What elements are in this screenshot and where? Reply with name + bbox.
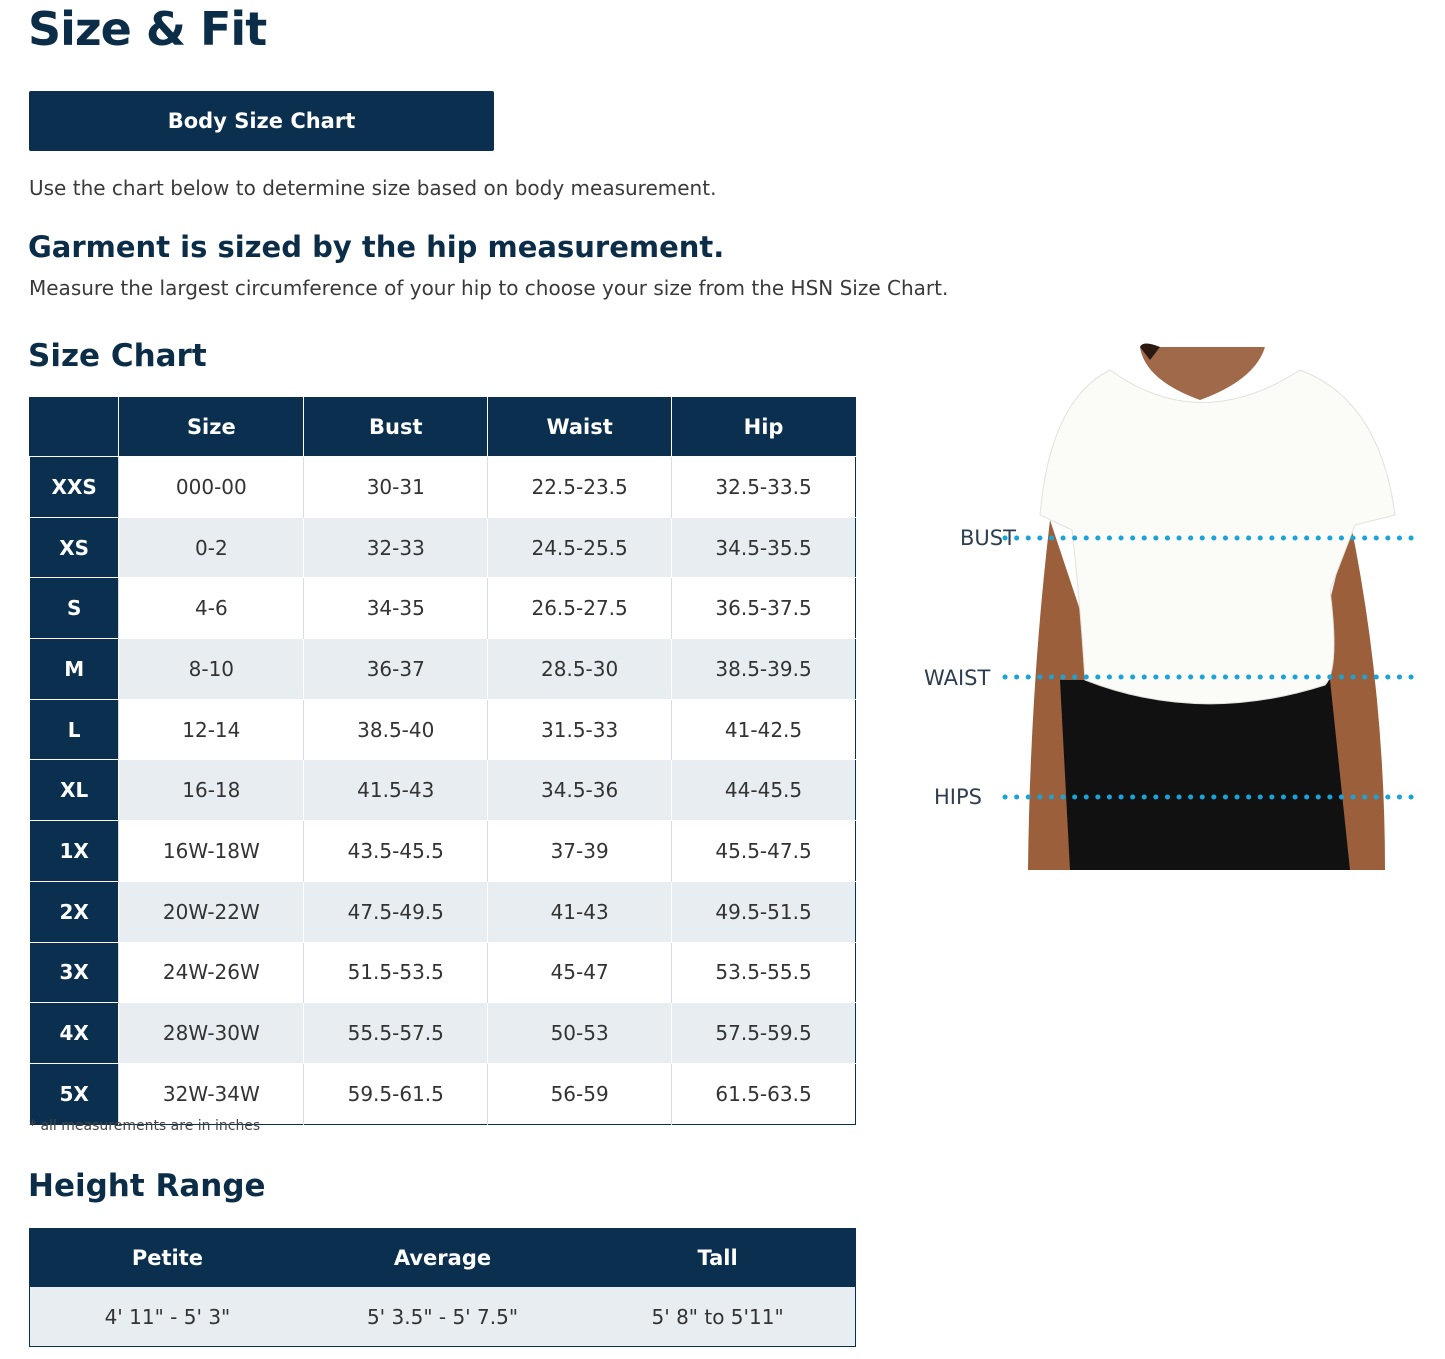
column-header: Tall bbox=[580, 1228, 856, 1287]
black-pants bbox=[1060, 680, 1350, 870]
size-label-cell: S bbox=[28, 577, 119, 639]
page-title: Size & Fit bbox=[28, 2, 267, 56]
size-label-cell: 5X bbox=[28, 1062, 119, 1125]
body-size-chart-button[interactable]: Body Size Chart bbox=[29, 91, 494, 151]
column-header: Bust bbox=[303, 397, 488, 457]
table-cell: 16-18 bbox=[118, 759, 304, 821]
table-header-row: Size Bust Waist Hip bbox=[29, 397, 856, 457]
table-cell: 49.5-51.5 bbox=[671, 880, 856, 942]
measurement-note: * all measurements are in inches bbox=[29, 1118, 261, 1134]
table-cell: 56-59 bbox=[487, 1062, 672, 1125]
table-cell: 4-6 bbox=[118, 577, 304, 639]
table-cell: 16W-18W bbox=[118, 820, 304, 882]
size-label-cell: M bbox=[28, 638, 119, 700]
table-cell: 30-31 bbox=[303, 456, 488, 518]
table-cell: 41-43 bbox=[487, 880, 672, 942]
table-cell: 28W-30W bbox=[118, 1002, 304, 1064]
table-row: XL 16-18 41.5-43 34.5-36 44-45.5 bbox=[28, 759, 856, 821]
table-cell: 59.5-61.5 bbox=[303, 1062, 488, 1125]
hair bbox=[1140, 343, 1160, 360]
table-cell: 28.5-30 bbox=[487, 638, 672, 700]
table-row: 4X 28W-30W 55.5-57.5 50-53 57.5-59.5 bbox=[28, 1002, 856, 1064]
table-row: XXS 000-00 30-31 22.5-23.5 32.5-33.5 bbox=[28, 456, 856, 518]
table-cell: 20W-22W bbox=[118, 880, 304, 942]
table-cell: 55.5-57.5 bbox=[303, 1002, 488, 1064]
table-cell: 45.5-47.5 bbox=[671, 820, 856, 882]
column-header: Petite bbox=[29, 1228, 305, 1287]
size-chart-table: Size Bust Waist Hip XXS 000-00 30-31 22.5-23.5… bbox=[28, 397, 856, 1125]
table-cell: 26.5-27.5 bbox=[487, 577, 672, 639]
measure-text: Measure the largest circumference of you… bbox=[29, 276, 949, 300]
table-row: M 8-10 36-37 28.5-30 38.5-39.5 bbox=[28, 638, 856, 700]
table-cell: 57.5-59.5 bbox=[671, 1002, 856, 1064]
white-tshirt bbox=[1039, 369, 1396, 705]
table-cell: 41.5-43 bbox=[303, 759, 488, 821]
table-cell: 50-53 bbox=[487, 1002, 672, 1064]
table-cell: 000-00 bbox=[118, 456, 304, 518]
table-cell: 22.5-23.5 bbox=[487, 456, 672, 518]
table-row: L 12-14 38.5-40 31.5-33 41-42.5 bbox=[28, 698, 856, 760]
size-label-cell: 2X bbox=[28, 880, 119, 942]
size-label-cell: XS bbox=[28, 516, 119, 578]
table-cell: 45-47 bbox=[487, 941, 672, 1003]
height-range-table: Petite Average Tall 4' 11" - 5' 3" 5' 3.5" … bbox=[29, 1228, 856, 1347]
waist-label: WAIST bbox=[924, 666, 991, 690]
size-chart-heading: Size Chart bbox=[28, 338, 207, 374]
table-cell: 37-39 bbox=[487, 820, 672, 882]
table-cell: 4' 11" - 5' 3" bbox=[29, 1287, 305, 1347]
table-cell: 43.5-45.5 bbox=[303, 820, 488, 882]
size-label-cell: XL bbox=[28, 759, 119, 821]
table-cell: 34-35 bbox=[303, 577, 488, 639]
table-cell: 41-42.5 bbox=[671, 698, 856, 760]
garment-heading: Garment is sized by the hip measurement. bbox=[28, 230, 725, 264]
table-cell: 44-45.5 bbox=[671, 759, 856, 821]
size-label-cell: L bbox=[28, 698, 119, 760]
table-cell: 32-33 bbox=[303, 516, 488, 578]
table-cell: 34.5-35.5 bbox=[671, 516, 856, 578]
table-cell: 51.5-53.5 bbox=[303, 941, 488, 1003]
table-cell: 24W-26W bbox=[118, 941, 304, 1003]
column-header: Average bbox=[304, 1228, 581, 1287]
table-cell: 38.5-39.5 bbox=[671, 638, 856, 700]
table-cell: 8-10 bbox=[118, 638, 304, 700]
column-header: Waist bbox=[487, 397, 672, 457]
bust-label: BUST bbox=[960, 526, 1016, 550]
table-cell: 0-2 bbox=[118, 516, 304, 578]
table-cell: 36.5-37.5 bbox=[671, 577, 856, 639]
table-row: 1X 16W-18W 43.5-45.5 37-39 45.5-47.5 bbox=[28, 820, 856, 882]
table-header-row: Petite Average Tall bbox=[29, 1228, 856, 1287]
table-cell: 12-14 bbox=[118, 698, 304, 760]
size-label-cell: 4X bbox=[28, 1002, 119, 1064]
size-label-cell: 1X bbox=[28, 820, 119, 882]
column-header: Size bbox=[118, 397, 304, 457]
intro-text: Use the chart below to determine size ba… bbox=[29, 176, 717, 200]
neck-skin bbox=[1140, 347, 1265, 400]
table-cell: 32W-34W bbox=[118, 1062, 304, 1125]
table-row: 2X 20W-22W 47.5-49.5 41-43 49.5-51.5 bbox=[28, 880, 856, 942]
table-row: S 4-6 34-35 26.5-27.5 36.5-37.5 bbox=[28, 577, 856, 639]
table-cell: 5' 3.5" - 5' 7.5" bbox=[304, 1287, 581, 1347]
table-cell: 38.5-40 bbox=[303, 698, 488, 760]
table-cell: 53.5-55.5 bbox=[671, 941, 856, 1003]
body-measurement-figure: BUST WAIST HIPS bbox=[924, 343, 1423, 870]
table-cell: 61.5-63.5 bbox=[671, 1062, 856, 1125]
table-row: 4' 11" - 5' 3" 5' 3.5" - 5' 7.5" 5' 8" to … bbox=[29, 1287, 856, 1347]
table-cell: 24.5-25.5 bbox=[487, 516, 672, 578]
table-row: 3X 24W-26W 51.5-53.5 45-47 53.5-55.5 bbox=[28, 941, 856, 1003]
table-cell: 34.5-36 bbox=[487, 759, 672, 821]
table-cell: 5' 8" to 5'11" bbox=[580, 1287, 856, 1347]
table-row: XS 0-2 32-33 24.5-25.5 34.5-35.5 bbox=[28, 516, 856, 578]
hips-label: HIPS bbox=[934, 785, 982, 809]
size-label-cell: XXS bbox=[28, 456, 119, 518]
table-cell: 36-37 bbox=[303, 638, 488, 700]
column-header: Hip bbox=[671, 397, 856, 457]
table-row: 5X 32W-34W 59.5-61.5 56-59 61.5-63.5 bbox=[28, 1062, 856, 1125]
size-label-cell: 3X bbox=[28, 941, 119, 1003]
height-range-heading: Height Range bbox=[28, 1168, 266, 1204]
table-cell: 31.5-33 bbox=[487, 698, 672, 760]
table-cell: 32.5-33.5 bbox=[671, 456, 856, 518]
table-cell: 47.5-49.5 bbox=[303, 880, 488, 942]
column-header bbox=[29, 397, 119, 457]
